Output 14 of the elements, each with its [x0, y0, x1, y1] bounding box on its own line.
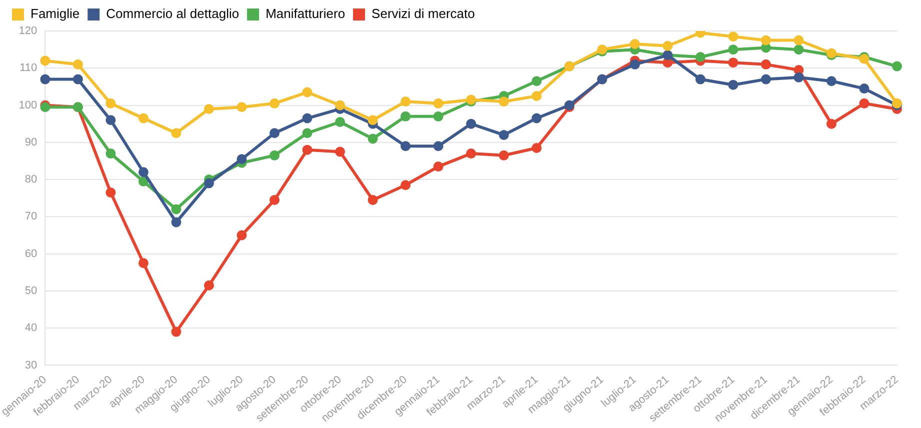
legend-label: Manifatturiero: [266, 6, 346, 22]
y-tick-label: 30: [24, 359, 38, 372]
y-tick-label: 110: [20, 62, 38, 74]
y-tick-label: 60: [24, 248, 38, 260]
legend-label: Famiglie: [30, 6, 80, 22]
y-tick-label: 120: [18, 25, 38, 38]
y-tick-label: 40: [24, 322, 38, 334]
y-tick-label: 100: [18, 99, 38, 112]
legend-label: Commercio al dettaglio: [106, 6, 240, 22]
y-tick-label: 90: [24, 136, 38, 148]
y-tick-label: 50: [24, 284, 38, 297]
y-tick-label: 70: [24, 210, 38, 223]
legend-label: Servizi di mercato: [372, 6, 475, 22]
y-tick-label: 80: [24, 174, 38, 186]
